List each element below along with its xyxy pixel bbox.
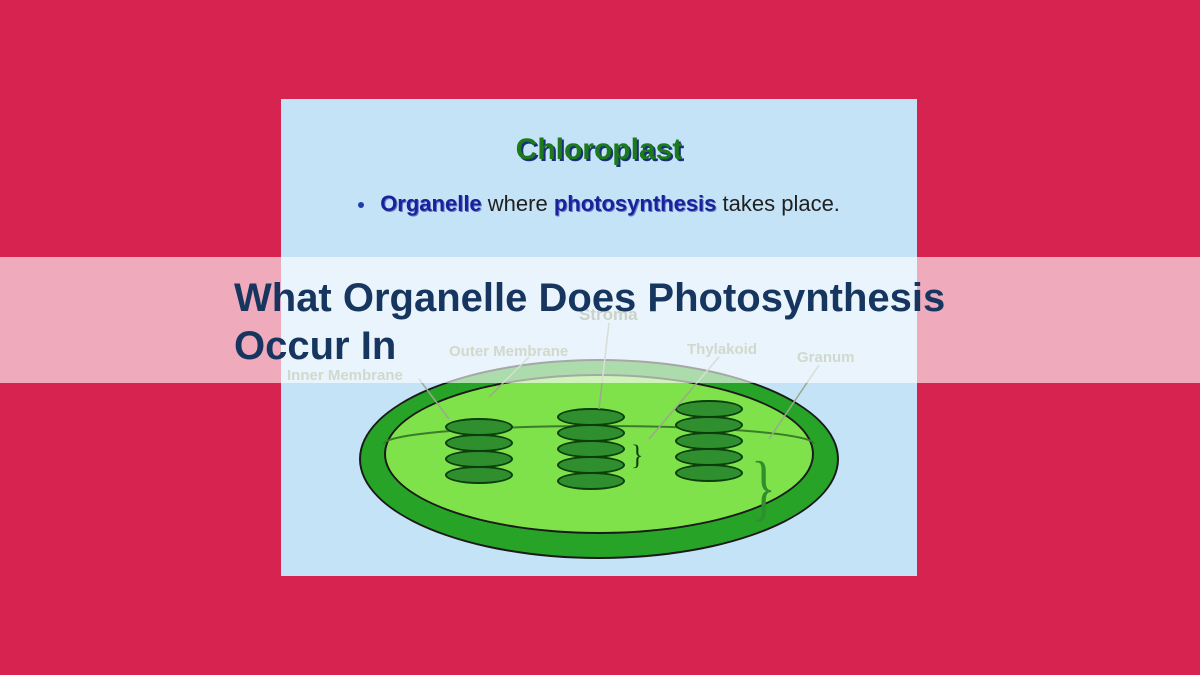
slide-title: Chloroplast: [281, 133, 917, 167]
bullet-part-0: Organelle: [380, 191, 481, 216]
slide-title-text: Chloroplast: [516, 133, 683, 166]
page-root: Chloroplast Organelle where photosynthes…: [0, 0, 1200, 675]
bullet-part-1: where: [482, 191, 554, 216]
bullet-dot-icon: [358, 202, 364, 208]
overlay-text-line2: Occur In: [234, 324, 396, 369]
overlay-text-line1: What Organelle Does Photosynthesis: [234, 276, 945, 321]
bullet-part-3: takes place.: [716, 191, 840, 216]
slide-bullet: Organelle where photosynthesis takes pla…: [281, 191, 917, 217]
bullet-part-2: photosynthesis: [554, 191, 717, 216]
